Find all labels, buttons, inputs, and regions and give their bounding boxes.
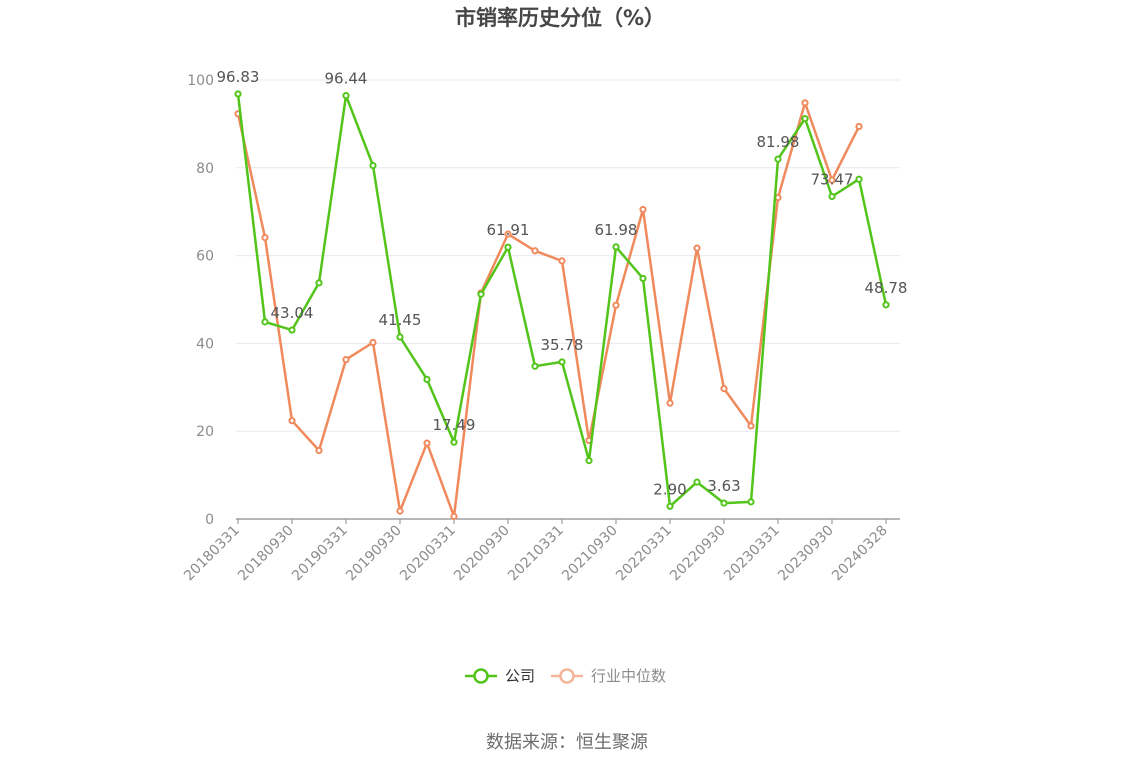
data-label: 96.83 xyxy=(217,68,260,86)
company-point xyxy=(855,175,863,183)
legend-label: 行业中位数 xyxy=(591,667,666,685)
company-point xyxy=(234,90,242,98)
data-label: 48.78 xyxy=(865,279,908,297)
data-label: 2.90 xyxy=(653,480,686,498)
x-tick-label: 20200331 xyxy=(397,523,459,585)
industry-point xyxy=(666,399,674,407)
x-tick-label: 20180930 xyxy=(235,523,297,585)
series-layer xyxy=(234,90,890,520)
y-tick-label: 40 xyxy=(196,336,214,352)
y-tick-label: 100 xyxy=(187,73,214,89)
legend-item-industry[interactable]: 行业中位数 xyxy=(551,667,666,685)
company-point xyxy=(774,155,782,163)
x-tick-label: 20200930 xyxy=(451,523,513,585)
legend[interactable]: 公司 行业中位数 xyxy=(465,667,666,685)
legend-item-company[interactable]: 公司 xyxy=(465,667,535,685)
data-label: 96.44 xyxy=(325,70,368,88)
data-label: 17.49 xyxy=(433,416,476,434)
company-point xyxy=(369,162,377,170)
grid xyxy=(236,79,900,432)
data-label: 73.47 xyxy=(811,170,854,188)
company-point xyxy=(396,333,404,341)
industry-point xyxy=(504,230,512,238)
company-point xyxy=(423,375,431,383)
company-point xyxy=(747,498,755,506)
company-point xyxy=(882,301,890,309)
industry-point xyxy=(342,356,350,364)
company-point xyxy=(450,438,458,446)
y-tick-label: 60 xyxy=(196,249,214,265)
company-point xyxy=(531,362,539,370)
x-tick-label: 20230930 xyxy=(775,523,837,585)
industry-point xyxy=(855,122,863,131)
x-tick-label: 20180331 xyxy=(181,523,243,585)
company-point xyxy=(666,502,674,510)
company-point xyxy=(639,274,647,283)
industry-point xyxy=(720,385,728,393)
y-tick-label: 0 xyxy=(205,512,214,528)
company-point xyxy=(288,326,296,334)
company-point xyxy=(585,457,593,465)
industry-point xyxy=(558,257,566,265)
y-tick-label: 80 xyxy=(196,161,214,177)
company-point xyxy=(693,478,701,486)
data-labels: 96.83 43.04 96.44 41.45 17.49 61.91 35.78 61.98… xyxy=(217,68,908,498)
industry-point xyxy=(423,439,431,447)
x-tick-label: 20220930 xyxy=(667,523,729,585)
company-point xyxy=(720,499,728,507)
legend-label: 公司 xyxy=(505,667,535,685)
data-label: 61.98 xyxy=(595,221,638,239)
data-label: 3.63 xyxy=(707,477,740,495)
y-axis: 0 20 40 60 80 100 xyxy=(187,73,214,528)
company-point xyxy=(261,318,269,326)
industry-point xyxy=(801,99,809,107)
x-tick-label: 20220331 xyxy=(613,523,675,585)
company-point xyxy=(315,279,323,287)
industry-point xyxy=(450,512,458,520)
data-label: 43.04 xyxy=(271,304,314,322)
legend-swatch-marker xyxy=(559,668,575,684)
x-tick-label: 20240328 xyxy=(829,523,891,585)
x-tick-label: 20210331 xyxy=(505,523,567,585)
industry-point xyxy=(612,301,620,309)
data-label: 61.91 xyxy=(487,221,530,239)
industry-point xyxy=(261,234,269,242)
x-axis: 2018033120180930201903312019093020200331… xyxy=(181,518,900,585)
industry-point xyxy=(747,422,755,430)
x-tick-label: 20190930 xyxy=(343,523,405,585)
industry-point xyxy=(828,176,836,184)
company-point xyxy=(801,115,809,123)
x-tick-label: 20190331 xyxy=(289,523,351,585)
y-tick-label: 20 xyxy=(196,424,214,440)
industry-point xyxy=(369,338,377,347)
industry-point xyxy=(639,205,647,214)
industry-point xyxy=(531,247,539,255)
legend-swatch-marker xyxy=(473,668,489,684)
series-line-industry xyxy=(236,101,861,518)
company-point xyxy=(477,290,485,298)
industry-point xyxy=(315,446,323,455)
company-point xyxy=(828,192,836,201)
x-tick-label: 20210930 xyxy=(559,523,621,585)
industry-point xyxy=(396,507,404,515)
source-note: 数据来源：恒生聚源 xyxy=(486,732,648,753)
industry-point xyxy=(693,244,701,252)
company-point xyxy=(558,358,566,366)
company-point xyxy=(504,243,512,251)
data-label: 81.98 xyxy=(757,133,800,151)
data-label: 35.78 xyxy=(541,336,584,354)
chart-title: 市销率历史分位（%） xyxy=(455,6,665,30)
x-tick-label: 20230331 xyxy=(721,523,783,585)
data-label: 41.45 xyxy=(379,311,422,329)
company-point xyxy=(342,92,350,100)
company-point xyxy=(612,243,620,251)
industry-point xyxy=(288,417,296,425)
